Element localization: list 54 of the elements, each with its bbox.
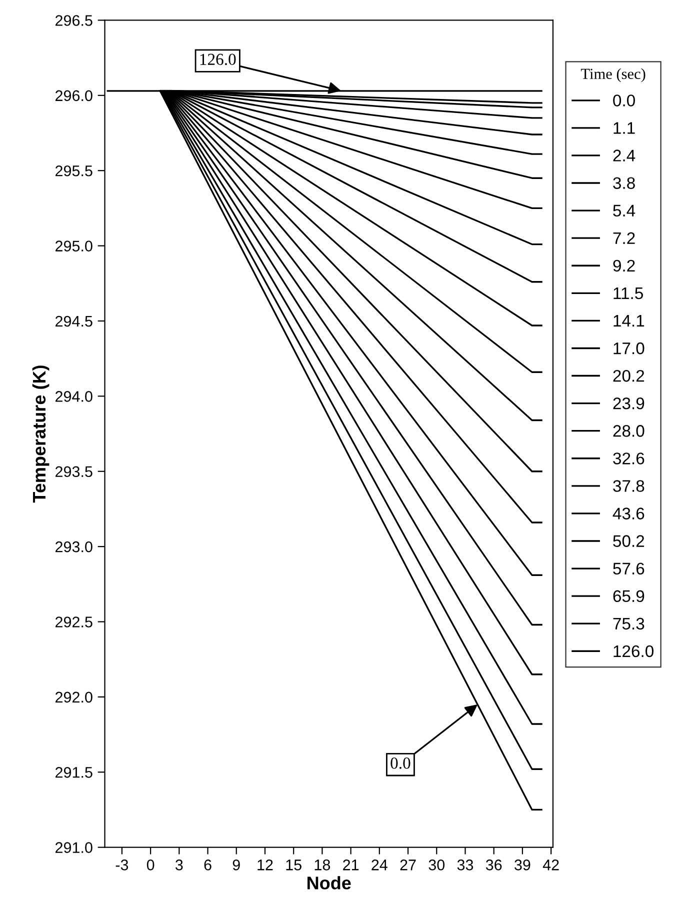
x-tick-label: 0 [146, 860, 154, 870]
legend-label: 17.0 [614, 342, 644, 354]
legend-label: 75.3 [613, 618, 644, 630]
x-tick-label: 6 [204, 860, 212, 870]
legend-label: 1.1 [614, 122, 635, 134]
legend-label: 2.4 [613, 150, 636, 162]
legend-label: 32.6 [613, 452, 644, 464]
x-tick-label: -3 [116, 860, 128, 870]
y-axis-title: Temperature (K) [32, 366, 50, 503]
legend-label: 50.2 [613, 535, 644, 547]
x-tick-label: 12 [258, 860, 273, 870]
y-tick-label: 296.0 [56, 90, 92, 102]
legend-label: 5.4 [613, 204, 636, 217]
x-tick-label: 9 [232, 860, 240, 870]
x-tick-label: 15 [286, 860, 302, 870]
x-tick-label: 42 [542, 860, 559, 870]
annotation: 0.0 [390, 758, 410, 769]
legend-label: 23.9 [613, 398, 644, 410]
legend-label: 0.0 [613, 94, 635, 106]
x-tick-label: 3 [175, 860, 183, 870]
x-tick-label: 24 [372, 860, 388, 870]
y-tick-label: 292.5 [56, 616, 92, 628]
y-tick-label: 291.5 [56, 766, 92, 778]
y-tick-label: 293.0 [56, 541, 92, 552]
x-axis-title: Node [308, 876, 351, 890]
y-tick-label: 295.5 [56, 165, 92, 176]
legend-label: 43.6 [612, 508, 644, 520]
legend-label: 65.9 [613, 590, 644, 602]
legend-label: 20.2 [613, 370, 644, 382]
x-tick-label: 36 [486, 860, 502, 870]
legend-label: 14.1 [614, 315, 644, 327]
legend-label: 11.5 [614, 288, 643, 300]
x-tick-label: 21 [343, 860, 359, 870]
y-tick-label: 293.5 [56, 466, 92, 478]
x-tick-label: 18 [314, 860, 330, 870]
legend-label: 9.2 [613, 260, 635, 272]
y-tick-label: 294.5 [56, 316, 92, 327]
x-tick-label: 39 [514, 860, 530, 870]
x-tick-label: 27 [400, 860, 416, 870]
y-tick-label: 292.0 [56, 692, 92, 703]
annotation: 126.0 [200, 54, 236, 66]
legend-label: 28.0 [613, 425, 644, 437]
legend-title: Time (sec) [580, 68, 646, 82]
legend-label: 37.8 [613, 480, 644, 492]
x-tick-label: 33 [457, 860, 474, 870]
y-tick-label: 296.5 [56, 15, 92, 26]
y-tick-label: 291.0 [56, 842, 92, 854]
x-tick-label: 30 [428, 860, 445, 870]
y-tick-label: 295.0 [56, 240, 92, 252]
legend-label: 7.2 [613, 232, 635, 244]
legend-label: 126.0 [614, 645, 654, 658]
legend-label: 57.6 [613, 562, 644, 575]
y-tick-label: 294.0 [56, 391, 92, 402]
legend-label: 3.8 [613, 177, 635, 190]
